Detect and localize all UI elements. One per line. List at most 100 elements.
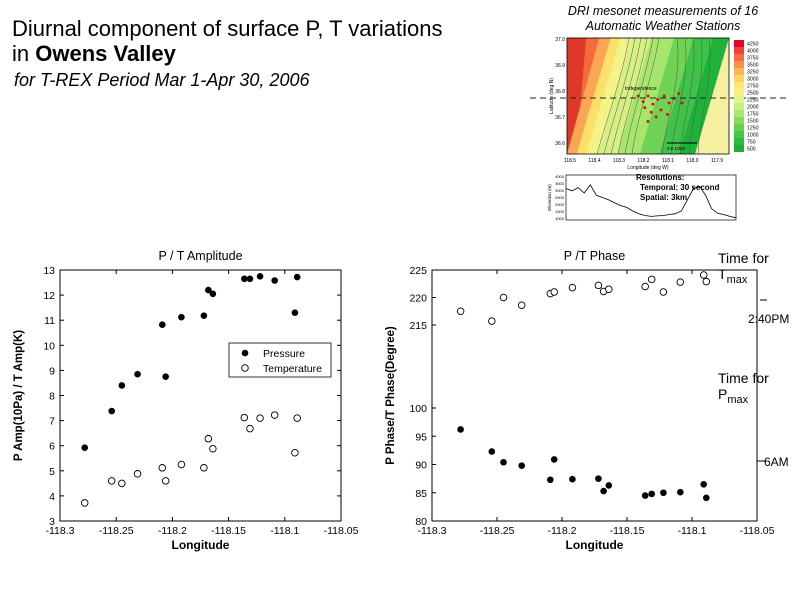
terrain-band	[567, 38, 611, 154]
chart-title: P / T Amplitude	[158, 249, 242, 263]
title-bold-location: Owens Valley	[35, 41, 176, 66]
pmax-prefix: Time for P	[718, 370, 769, 402]
pressure-point	[271, 277, 278, 284]
tmax-sub: max	[726, 273, 748, 286]
x-tick-label: -118.1	[678, 525, 707, 537]
temperature-point	[240, 413, 249, 422]
colorbar-label: 4250	[747, 42, 759, 48]
colorbar-label: 750	[747, 140, 756, 146]
pressure-point	[293, 273, 301, 281]
contour-line	[670, 37, 687, 155]
colorbar-swatch	[734, 96, 744, 103]
inset-caption-line1: DRI mesonet measurements of 16	[567, 4, 759, 18]
y-tick-label: 9	[49, 365, 55, 377]
pressure-point	[595, 475, 602, 482]
profile-y-tick: 2000	[555, 202, 565, 207]
resolutions-title: Resolutions:	[636, 173, 684, 182]
colorbar-swatch	[734, 75, 744, 82]
x-tick-label: -118.05	[740, 525, 775, 537]
colorbar-label: 1500	[747, 119, 759, 125]
temperature-point	[488, 317, 496, 325]
temperature-point	[200, 464, 208, 472]
profile-y-tick: 3000	[555, 188, 565, 193]
amplitude-chart: P / T Amplitude Longitude P Amp(10Pa) / T …	[13, 249, 359, 552]
colorbar-swatch	[734, 103, 744, 110]
map-y-tick: 36.9	[555, 63, 565, 69]
y-axis-label: P Phase/T Phase(Degree)	[385, 326, 397, 465]
pressure-point	[246, 275, 254, 283]
y-tick-label: 4	[49, 491, 55, 503]
temperature-point	[107, 477, 116, 485]
contour-line	[697, 37, 711, 155]
y-tick-label: 8	[49, 391, 55, 403]
station-map: Independence 0 5 10km 118.5 118.4 118.3 118.2…	[530, 37, 788, 171]
y-tick-label: 5	[49, 466, 55, 478]
y-tick-label: 13	[43, 265, 55, 277]
colorbar-label: 4000	[747, 49, 759, 55]
colorbar-label: 1750	[747, 112, 759, 118]
x-tick-label: -118.2	[548, 525, 577, 537]
x-tick-label: -118.1	[270, 525, 299, 537]
pressure-point	[677, 488, 684, 496]
title-prefix: in	[12, 41, 30, 66]
station-marker	[662, 94, 666, 98]
map-y-tick: 36.6	[555, 141, 565, 147]
contour-line	[631, 37, 660, 155]
temperature-point	[641, 282, 649, 291]
terrain-band	[597, 38, 652, 154]
pressure-point	[488, 448, 496, 455]
tmax-time: 2:40PM	[748, 312, 790, 326]
colorbar-label: 2000	[747, 105, 759, 111]
station-marker	[680, 101, 684, 105]
colorbar-swatch	[734, 82, 744, 89]
pressure-point	[134, 370, 141, 378]
colorbar-label: 3500	[747, 63, 759, 69]
pressure-point	[569, 475, 576, 483]
y-tick-label: 12	[43, 290, 55, 302]
pressure-point	[178, 313, 185, 321]
contour-line	[596, 37, 630, 155]
colorbar-label: 500	[747, 147, 756, 153]
contour-line	[624, 37, 654, 155]
terrain-band	[659, 38, 713, 154]
temperature-point	[204, 434, 213, 443]
y-tick-label: 100	[409, 403, 427, 415]
station-marker	[646, 94, 650, 98]
pressure-point	[118, 382, 126, 389]
x-tick-label: -118.25	[99, 525, 134, 537]
x-tick-label: -118.3	[46, 525, 75, 537]
map-x-tick: 118.2	[637, 158, 649, 164]
pressure-point	[648, 490, 655, 498]
pressure-point	[500, 458, 507, 466]
pressure-point	[108, 407, 116, 415]
y-tick-label: 10	[43, 340, 55, 352]
colorbar-label: 1000	[747, 133, 759, 139]
pressure-point	[550, 456, 558, 463]
pressure-point	[205, 286, 212, 294]
colorbar-label: 2250	[747, 98, 759, 104]
temperature-point	[699, 271, 708, 279]
y-tick-label: 215	[409, 320, 427, 332]
pressure-point	[81, 444, 89, 452]
y-tick-label: 220	[409, 293, 427, 305]
pressure-point	[241, 275, 248, 283]
plot-frame	[59, 269, 342, 522]
map-x-tick: 118.5	[564, 158, 576, 164]
map-x-tick: 118.3	[613, 158, 625, 164]
scale-label: 0 5 10km	[667, 146, 686, 151]
pressure-point	[518, 462, 525, 469]
tmax-label: Time for Tmax	[718, 250, 800, 286]
resolution-temporal: Temporal: 30 second	[640, 183, 720, 192]
contour-line	[679, 37, 695, 155]
pressure-point	[162, 373, 169, 380]
station-marker	[646, 120, 650, 124]
colorbar-swatch	[734, 47, 744, 54]
profile-y-tick: 4000	[555, 174, 565, 179]
station-marker	[651, 102, 655, 106]
phase-chart: P /T Phase Longitude P Phase/T Phase(Degre…	[385, 249, 775, 552]
colorbar-label: 1250	[747, 126, 759, 132]
inset-caption: DRI mesonet measurements of 16 Automatic…	[548, 4, 778, 34]
station-marker	[643, 106, 647, 110]
inset-caption-line2: Automatic Weather Stations	[585, 19, 741, 33]
